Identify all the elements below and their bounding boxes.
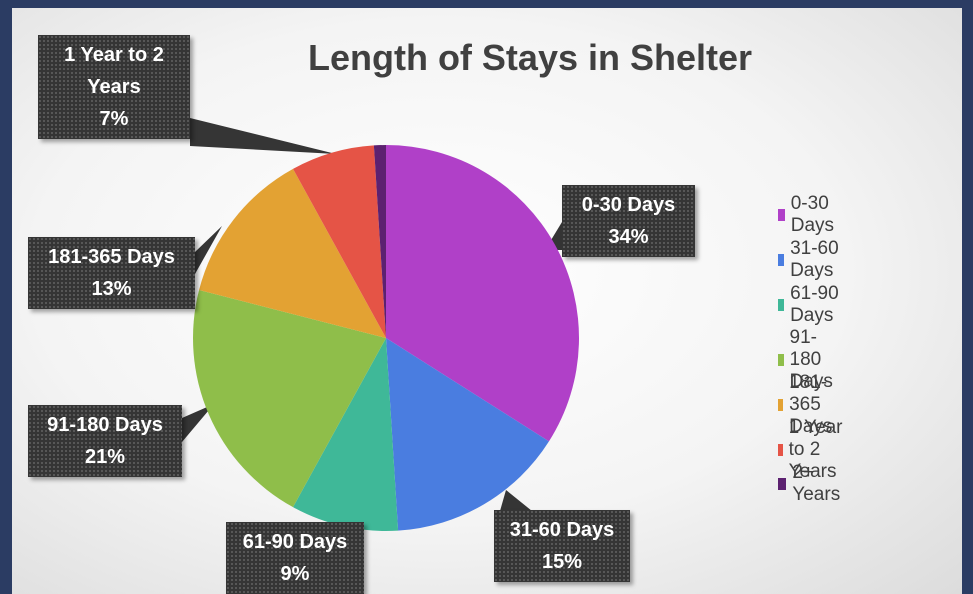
legend-swatch	[778, 354, 784, 367]
data-label: 181-365 Days 13%	[28, 237, 195, 309]
legend-label: 2+ Years	[792, 461, 841, 505]
legend-swatch	[778, 477, 787, 490]
pie-slice	[199, 168, 386, 338]
pointer	[190, 118, 336, 154]
data-label-value: 9%	[280, 563, 310, 585]
pie-slice	[293, 338, 399, 531]
legend-label: 61-90 Days	[790, 282, 839, 326]
legend-item: 2+ Years	[778, 462, 844, 506]
data-label-category: 1 Year to 2 Years	[64, 44, 164, 98]
data-label-value: 15%	[541, 551, 583, 573]
chart-title: Length of Stays in Shelter	[308, 37, 752, 78]
legend-label: 91-180 Days	[789, 327, 833, 393]
pointer	[195, 226, 222, 274]
data-label-value: 21%	[84, 446, 126, 468]
legend-swatch	[778, 253, 785, 266]
legend-label: 31-60 Days	[790, 237, 839, 281]
data-label-category: 91-180 Days	[47, 414, 163, 436]
legend-swatch	[778, 444, 783, 456]
data-label: 91-180 Days 21%	[28, 405, 182, 477]
legend-swatch	[778, 298, 785, 311]
pie-slice	[193, 290, 386, 508]
legend-item: 181-365 Days	[778, 372, 839, 438]
pie-slice	[373, 145, 386, 338]
data-label-value: 34%	[608, 226, 649, 248]
legend-label: 0-30 Days	[790, 193, 835, 236]
data-label: 31-60 Days 15%	[494, 510, 630, 582]
legend-swatch	[778, 209, 785, 221]
legend-swatch	[778, 399, 784, 412]
legend-item: 61-90 Days	[778, 283, 839, 327]
data-label-value: 13%	[91, 278, 132, 300]
data-label-category: 0-30 Days	[581, 194, 676, 216]
pie	[193, 145, 579, 531]
data-label-value: 7%	[99, 108, 129, 130]
legend-item: 31-60 Days	[778, 238, 839, 282]
pointer	[500, 490, 532, 511]
legend-item: 0-30 Days	[778, 193, 839, 237]
legend-item: 1 Year to 2 Years	[778, 417, 844, 483]
data-label: 0-30 Days 34%	[562, 185, 695, 257]
callout-pointers	[182, 118, 562, 511]
data-label: 1 Year to 2 Years 7%	[38, 35, 190, 139]
data-label-category: 31-60 Days	[509, 519, 615, 541]
pie-slice	[293, 145, 386, 338]
data-label: 61-90 Days 9%	[226, 522, 364, 594]
data-label-category: 181-365 Days	[48, 246, 175, 268]
legend-label: 181-365 Days	[789, 372, 833, 438]
pie-slice	[386, 145, 579, 442]
pointer	[182, 404, 214, 442]
pie-slice	[386, 338, 549, 531]
legend-label: 1 Year to 2 Years	[788, 417, 843, 482]
data-label-category: 61-90 Days	[242, 531, 348, 553]
legend-item: 91-180 Days	[778, 327, 839, 393]
